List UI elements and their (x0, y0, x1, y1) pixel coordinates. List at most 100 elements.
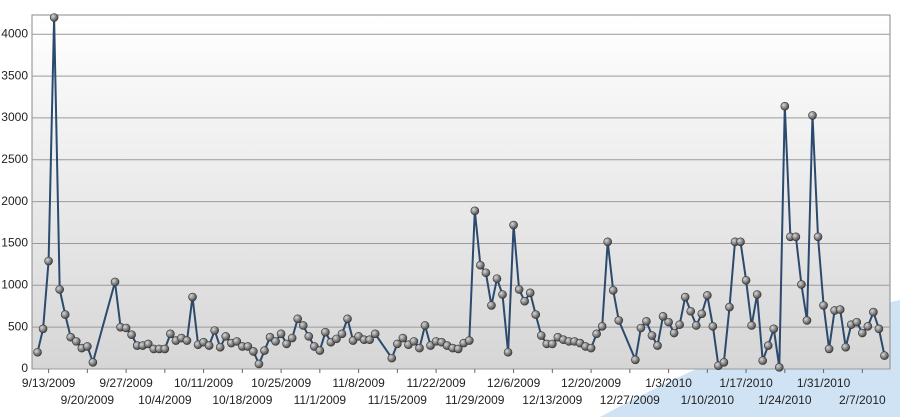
data-point (592, 329, 601, 339)
data-point (88, 358, 98, 367)
data-point (33, 347, 42, 357)
data-point (802, 316, 812, 325)
data-point (597, 322, 607, 331)
data-point (293, 314, 303, 324)
x-tick-label: 9/27/2009 (99, 376, 153, 390)
x-tick-label: 12/20/2009 (561, 376, 621, 390)
data-point (680, 292, 690, 302)
data-point (182, 336, 192, 345)
data-point (121, 323, 131, 333)
data-point (492, 274, 502, 283)
plot-area (31, 14, 891, 370)
data-point (769, 324, 779, 334)
data-point (813, 232, 823, 242)
data-point (669, 328, 679, 338)
data-point (675, 320, 684, 329)
data-point (315, 346, 325, 355)
data-point (204, 341, 214, 350)
data-point (304, 332, 314, 341)
data-point (470, 206, 480, 216)
data-point (249, 347, 258, 356)
data-point (841, 342, 851, 352)
data-point (708, 322, 718, 331)
data-point (548, 339, 557, 349)
data-point (282, 339, 291, 349)
data-point (880, 351, 889, 360)
x-tick-label: 12/6/2009 (487, 376, 541, 390)
x-tick-label: 11/1/2009 (294, 393, 347, 407)
data-point (476, 260, 485, 270)
x-tick-label: 10/11/2009 (174, 376, 233, 390)
data-point (509, 220, 518, 230)
data-point (608, 286, 618, 295)
x-tick-label: 1/3/2010 (645, 376, 692, 390)
data-point (824, 344, 834, 354)
data-point (536, 331, 546, 340)
data-point (869, 307, 878, 317)
x-tick-label: 12/13/2009 (522, 393, 582, 407)
data-point (503, 347, 513, 357)
data-point (365, 335, 374, 345)
x-tick-label: 11/29/2009 (445, 393, 504, 407)
data-point (719, 358, 729, 367)
data-point (797, 280, 806, 289)
data-point (664, 317, 673, 327)
data-point (520, 296, 529, 306)
data-point (370, 329, 380, 339)
data-point (614, 316, 624, 325)
data-point (332, 334, 341, 344)
x-tick-label: 11/15/2009 (368, 393, 427, 407)
y-tick-label: 4000 (1, 26, 28, 40)
data-point (487, 301, 496, 310)
data-point (393, 339, 402, 349)
data-point (55, 285, 64, 294)
x-tick-label: 10/18/2009 (212, 393, 272, 407)
data-point (697, 309, 707, 319)
data-point (143, 339, 153, 349)
data-point (642, 316, 651, 326)
data-point (819, 301, 828, 310)
data-point (780, 101, 790, 111)
x-tick-label: 11/22/2009 (407, 376, 466, 390)
data-point (110, 277, 120, 287)
data-point (653, 341, 662, 350)
x-tick-label: 9/20/2009 (61, 393, 115, 407)
data-point (287, 333, 297, 343)
data-point (863, 322, 873, 331)
data-point (271, 337, 280, 346)
data-point (763, 341, 773, 350)
y-tick-label: 3500 (1, 68, 28, 82)
data-point (747, 321, 756, 330)
data-point (874, 324, 884, 334)
x-tick-label: 1/31/2010 (797, 376, 851, 390)
x-tick-label: 1/17/2010 (719, 376, 773, 390)
data-point (83, 342, 92, 351)
data-point (586, 343, 596, 353)
data-point (808, 111, 817, 120)
data-point (725, 302, 734, 312)
data-point (127, 330, 136, 339)
data-point (703, 291, 712, 300)
y-tick-label: 2500 (1, 152, 28, 166)
x-tick-label: 10/25/2009 (251, 376, 311, 390)
data-point (481, 268, 491, 278)
data-point (188, 292, 197, 302)
y-tick-label: 2000 (1, 194, 28, 208)
data-point (498, 290, 507, 299)
data-point (453, 344, 463, 354)
data-point (387, 353, 397, 363)
data-point (210, 326, 219, 335)
y-tick-label: 500 (8, 319, 28, 333)
data-point (791, 232, 801, 242)
data-point (636, 323, 646, 333)
y-tick-label: 0 (21, 361, 28, 375)
data-point (71, 337, 81, 346)
data-point (647, 331, 657, 340)
data-point (736, 237, 745, 247)
data-point (232, 337, 242, 346)
data-point (415, 343, 424, 353)
data-point (298, 321, 308, 330)
data-point (758, 356, 767, 365)
data-point (531, 310, 541, 319)
data-point (215, 342, 225, 352)
